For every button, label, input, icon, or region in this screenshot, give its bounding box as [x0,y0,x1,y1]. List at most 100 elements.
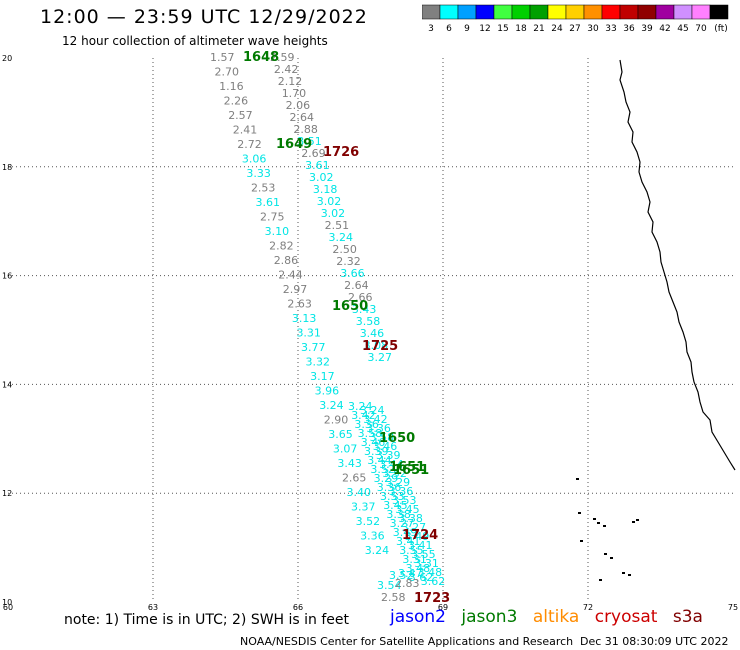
swh-label: 3.27 [402,521,427,534]
swh-label: 2.66 [348,291,373,304]
swh-label: 3.49 [405,530,430,543]
swh-label: 3.02 [321,207,346,220]
island [597,522,600,524]
swh-label: 3.24 [348,400,373,413]
swh-label: 3.51 [297,135,322,148]
island [604,553,607,555]
swh-label: 3.38 [398,512,423,525]
lon-tick-label: 72 [583,603,593,612]
swh-label: 2.57 [228,109,253,122]
color-scale-label: 12 [479,24,490,34]
swh-label: 2.59 [270,51,295,64]
swh-label: 2.64 [290,111,315,124]
lon-tick-label: 63 [148,603,158,612]
lon-tick-label: 60 [3,603,13,612]
swh-label: 3.44 [367,454,392,467]
island [576,478,579,480]
swh-label: 3.52 [370,463,395,476]
swh-label: 2.83 [395,577,420,590]
swh-label: 3.65 [328,428,353,441]
color-scale-bar: 3 6 9 12 15 18 21 24 27 30 33 36 39 42 45 70 (ft) [422,4,729,34]
pass-time-label: 1724 [402,528,438,543]
swh-label: 3.39 [364,445,389,458]
swh-label: 2.12 [278,75,303,88]
swh-label: 3.62 [409,571,434,584]
swh-label: 2.97 [283,283,308,296]
lon-tick-label: 69 [438,603,448,612]
pass-time-label: 1648 [243,50,279,65]
color-scale-label: 30 [587,24,599,34]
satellite-legend: jason2 jason3 altika cryosat s3a [390,607,713,627]
swh-label: 3.31 [402,553,427,566]
legend-altika: altika [532,607,580,627]
swh-label: 3.29 [386,476,411,489]
pass-time-label: 1650 [379,431,415,446]
swh-label: 2.65 [342,472,367,485]
swh-label: 3.27 [368,351,393,364]
swh-label: 2.44 [278,269,303,282]
swh-label: 2.50 [332,243,357,256]
swh-label: 3.52 [382,467,407,480]
swh-label: 3.58 [370,431,395,444]
swh-label: 3.02 [309,171,334,184]
island [599,579,602,581]
lat-tick-label: 20 [2,54,12,63]
swh-label: 3.61 [305,159,330,172]
swh-label: 2.42 [274,63,299,76]
color-scale-label: 6 [446,24,452,34]
swh-label: 3.45 [395,503,420,516]
swh-label: 3.02 [317,195,342,208]
pass-time-label: 1726 [323,145,359,160]
swh-label: 3.24 [360,404,385,417]
color-scale-label: 27 [569,24,580,34]
swh-label: 2.69 [301,147,326,160]
swh-label: 3.46 [373,440,398,453]
swh-label: 3.45 [383,499,408,512]
swh-label: 3.36 [354,418,379,431]
swh-label: 2.32 [336,255,361,268]
swh-label: 3.53 [380,490,405,503]
island [603,525,606,527]
swh-label: 2.75 [260,211,285,224]
pass-time-label: 1651 [393,463,429,478]
swh-label: 3.52 [389,569,414,582]
swh-label: 1.16 [219,80,244,93]
color-scale-label: 70 [695,24,707,34]
swh-label: 2.70 [215,66,240,79]
color-scale-label: 18 [515,24,527,34]
island [578,512,581,514]
swh-label: 3.41 [396,535,421,548]
swh-label: 2.90 [324,414,349,427]
swh-label: 3.36 [366,422,391,435]
swh-label: 3.10 [265,225,290,238]
lat-tick-label: 18 [2,163,12,172]
swh-label: 3.08 [364,339,389,352]
swh-label: 3.61 [256,196,281,209]
coastline [619,59,736,471]
pass-time-label: 1723 [414,591,450,606]
swh-label: 3.33 [246,167,271,180]
legend-jason3: jason3 [461,607,518,627]
swh-label: 2.72 [237,138,261,151]
swh-label: 3.47 [398,567,423,580]
pass-time-label: 1649 [276,137,312,152]
color-scale-label: 24 [551,24,563,34]
credit-line: NOAA/NESDIS Center for Satellite Applica… [240,635,574,648]
swh-label: 3.46 [360,327,385,340]
swh-label: 3.53 [392,494,417,507]
island [636,519,639,521]
swh-label: 3.31 [296,327,321,340]
swh-label: 3.41 [408,539,433,552]
swh-label: 2.86 [274,254,299,267]
swh-label: 3.36 [389,485,414,498]
legend-s3a: s3a [672,607,703,627]
color-scale-label: (ft) [714,24,728,34]
island [593,518,596,520]
lat-tick-label: 10 [2,598,12,607]
swh-label: 3.40 [347,486,372,499]
swh-label: 2.51 [325,219,350,232]
swh-label: 2.41 [233,124,258,137]
swh-label: 3.42 [363,413,388,426]
swh-label: 1.70 [282,87,307,100]
lon-tick-label: 75 [728,603,738,612]
